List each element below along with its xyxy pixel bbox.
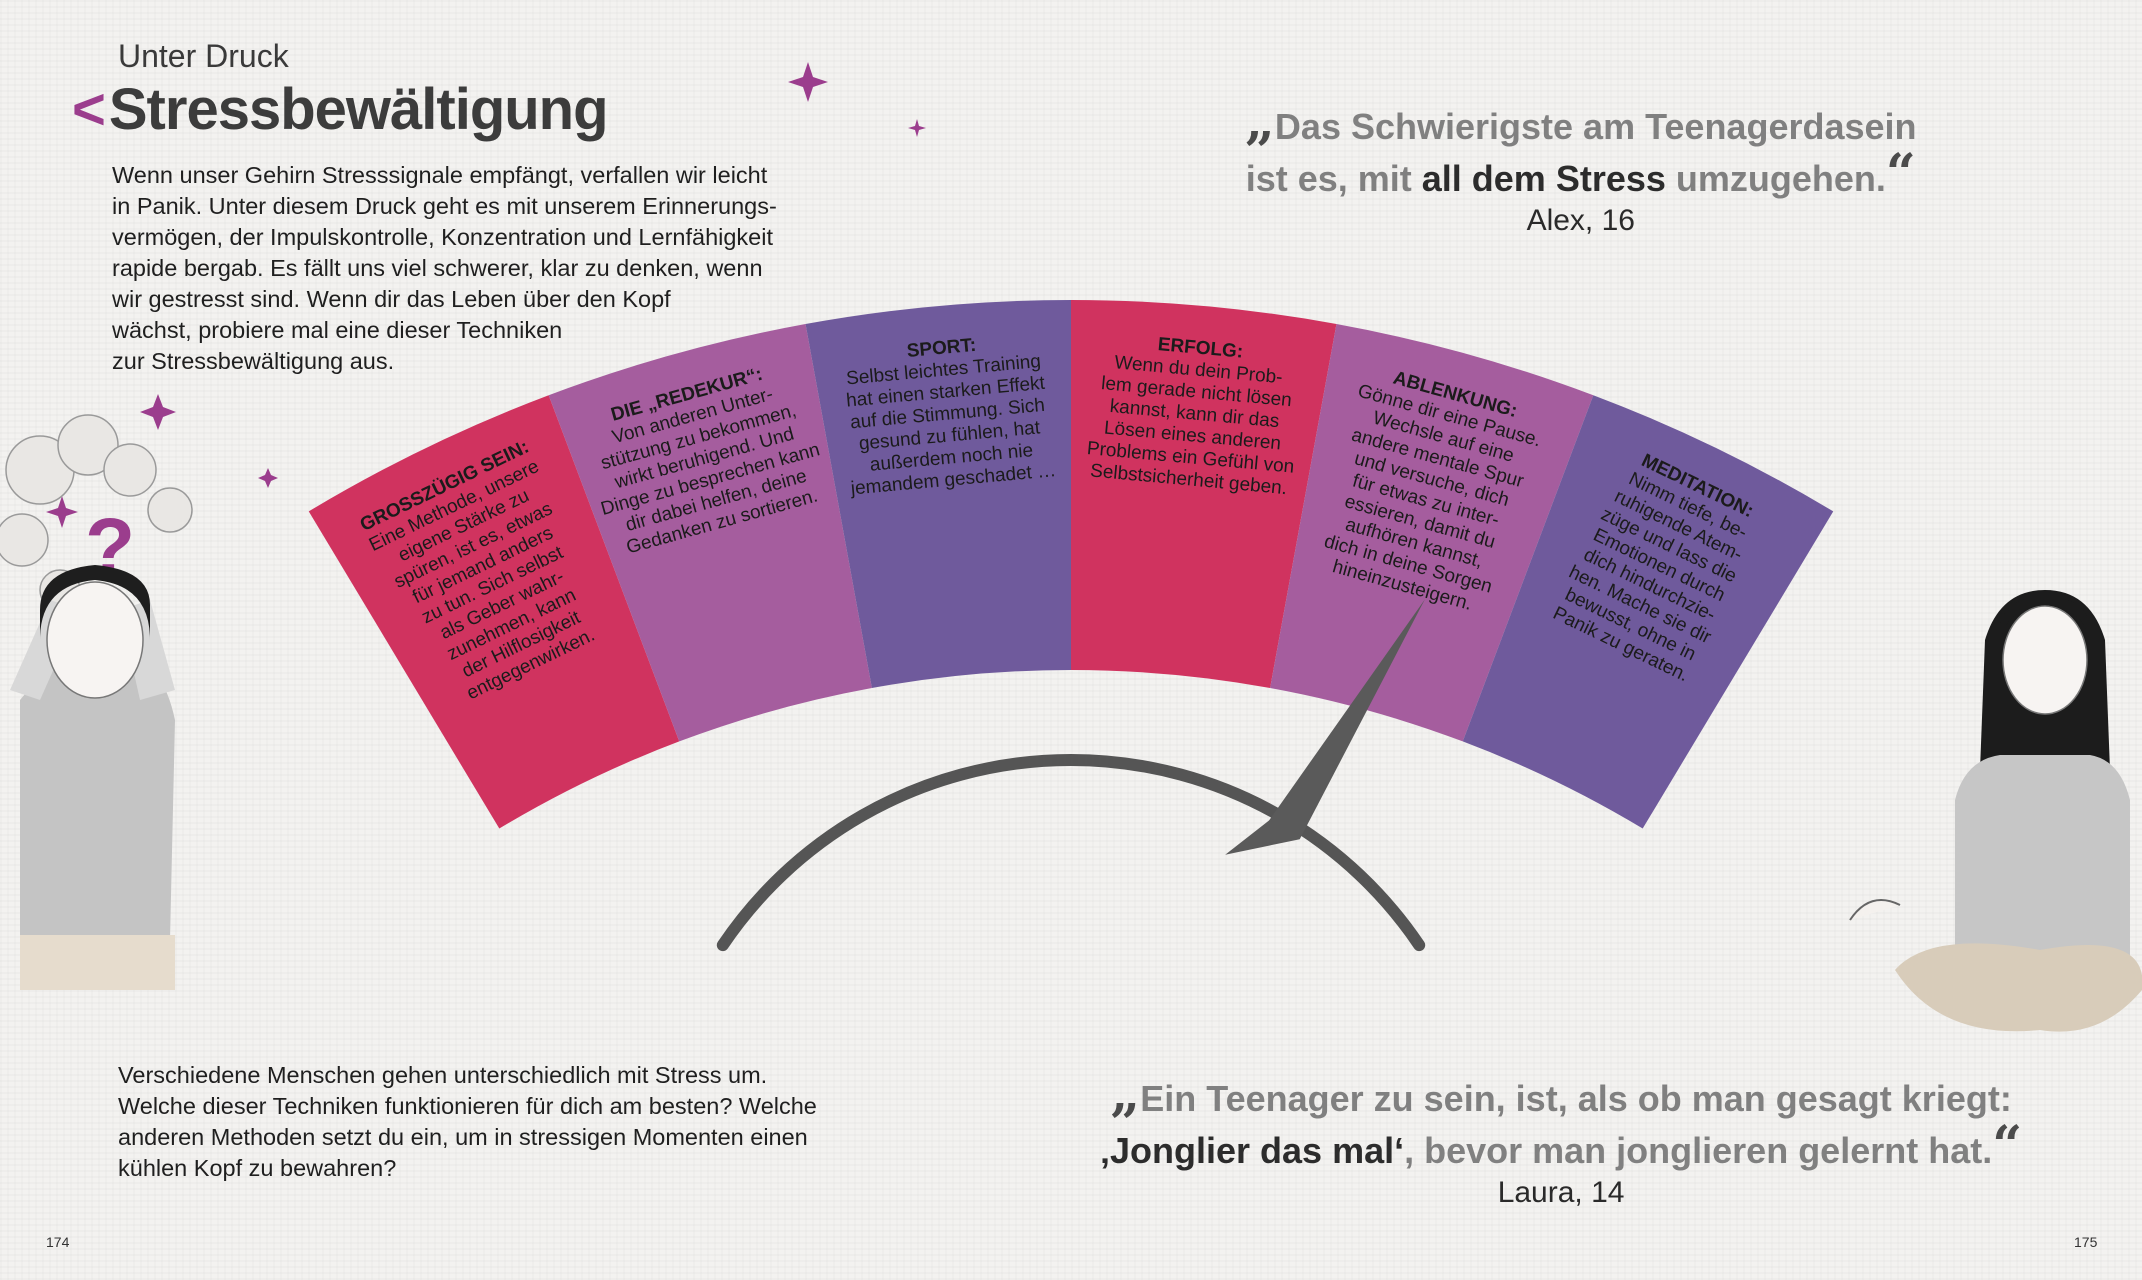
quote-bottom-emphasis: ‚Jonglier das mal‘	[1100, 1130, 1405, 1171]
meditating-girl-illustration	[1849, 590, 2142, 1032]
quote-top-line2-pre: ist es, mit	[1245, 158, 1422, 199]
intro-paragraph: Wenn unser Gehirn Stresssignale empfängt…	[112, 162, 777, 374]
reflection-question: Verschiedene Menschen gehen unterschiedl…	[118, 1062, 817, 1181]
open-quote-mark: „	[1110, 1063, 1141, 1124]
section-eyebrow: Unter Druck	[118, 38, 289, 74]
quote-top-line1: Das Schwierigste am Teenagerdasein	[1274, 106, 1917, 147]
segment-text-4: ERFOLG:Wenn du dein Prob-lem gerade nich…	[1084, 329, 1305, 500]
arc-segment-2	[548, 324, 872, 742]
decorative-stars	[46, 62, 926, 528]
page-title-text: Stressbewältigung	[108, 77, 609, 142]
gauge-inner-arc	[716, 754, 1426, 952]
arc-segment-5	[1270, 324, 1594, 742]
quote-bottom-author: Laura, 14	[1497, 1176, 1625, 1209]
quote-top-author: Alex, 16	[1526, 204, 1635, 237]
quote-bottom: „Ein Teenager zu sein, ist, als ob man g…	[1100, 1068, 2023, 1212]
page-number-left: 174	[46, 1234, 70, 1250]
chevron-left-icon: <	[72, 77, 106, 142]
arc-segment-6	[1462, 395, 1834, 829]
quote-top-line2-post: umzugehen.	[1665, 158, 1886, 199]
close-quote-mark: “	[1992, 1115, 2023, 1176]
arc-segment-4	[1071, 300, 1337, 689]
quote-top-emphasis: all dem Stress	[1421, 158, 1666, 199]
star-icon	[258, 468, 278, 488]
segment-text-1: GROSSZÜGIG SEIN:Eine Methode, unsereeige…	[356, 436, 619, 714]
page-number-right: 175	[2074, 1234, 2098, 1250]
quote-bottom-line2-post: , bevor man jonglieren gelernt hat.	[1404, 1130, 1993, 1171]
quote-top: „Das Schwierigste am Teenagerdasein ist …	[1245, 96, 1917, 240]
close-quote-mark: “	[1885, 143, 1916, 204]
star-icon	[140, 394, 176, 430]
arc-segment-3	[805, 300, 1071, 689]
star-icon	[46, 496, 78, 528]
stressed-girl-illustration: ?	[0, 414, 193, 990]
star-icon	[908, 119, 926, 137]
quote-bottom-line1: Ein Teenager zu sein, ist, als ob man ge…	[1140, 1078, 2012, 1119]
page-title: <Stressbewältigung	[72, 76, 609, 143]
arc-segment-1	[308, 395, 680, 829]
star-icon	[788, 62, 828, 102]
open-quote-mark: „	[1245, 91, 1275, 152]
